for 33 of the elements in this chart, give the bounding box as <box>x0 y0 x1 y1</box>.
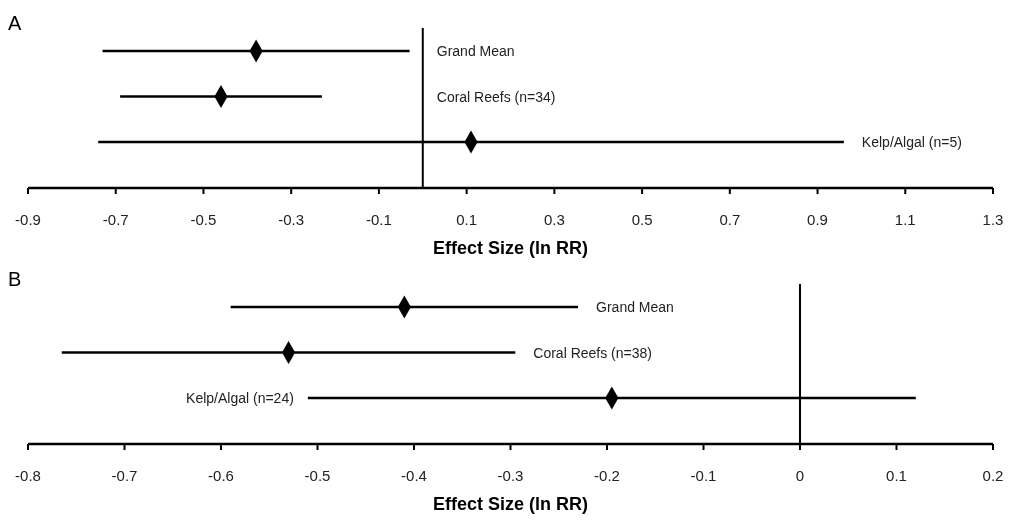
x-tick-label: -0.7 <box>111 467 138 484</box>
x-tick-label: 0.9 <box>807 211 828 228</box>
x-tick-label: -0.3 <box>497 467 524 484</box>
x-tick-label: 0.7 <box>719 211 741 228</box>
x-tick-label: -0.1 <box>690 467 717 484</box>
x-axis-title: Effect Size (ln RR) <box>432 494 589 514</box>
x-tick-label: 0.3 <box>543 211 565 228</box>
y-tick-label: Kelp/Algal (n=5) <box>861 134 962 150</box>
x-tick-label: -0.8 <box>15 467 41 484</box>
y-tick-label: Kelp/Algal (n=24) <box>186 390 294 406</box>
x-tick-label: 0.2 <box>982 467 1004 484</box>
y-tick-label: Grand Mean <box>436 43 515 59</box>
x-tick-label: 1.3 <box>982 211 1004 228</box>
x-tick-label: -0.4 <box>401 467 427 484</box>
x-tick-label: -0.7 <box>102 211 129 228</box>
y-tick-label: Grand Mean <box>596 299 674 315</box>
x-tick-label: -0.1 <box>365 211 392 228</box>
y-tick-label: Coral Reefs (n=34) <box>436 88 556 105</box>
x-axis-title: Effect Size (ln RR) <box>432 238 589 258</box>
x-tick-label: -0.5 <box>304 467 331 484</box>
x-tick-label: 1.1 <box>894 211 916 228</box>
x-tick-label: 0.1 <box>456 211 478 228</box>
x-tick-label: 0.1 <box>886 467 907 484</box>
x-tick-label: 0 <box>795 467 805 484</box>
x-tick-label: -0.2 <box>594 467 620 484</box>
y-tick-label: Coral Reefs (n=38) <box>533 344 652 361</box>
chart-title: B <box>8 268 22 290</box>
x-tick-label: -0.6 <box>208 467 234 484</box>
chart-title: A <box>8 12 22 34</box>
x-tick-label: -0.9 <box>15 211 41 228</box>
x-tick-label: -0.3 <box>278 211 305 228</box>
x-tick-label: -0.5 <box>190 211 217 228</box>
x-tick-label: 0.5 <box>631 211 653 228</box>
